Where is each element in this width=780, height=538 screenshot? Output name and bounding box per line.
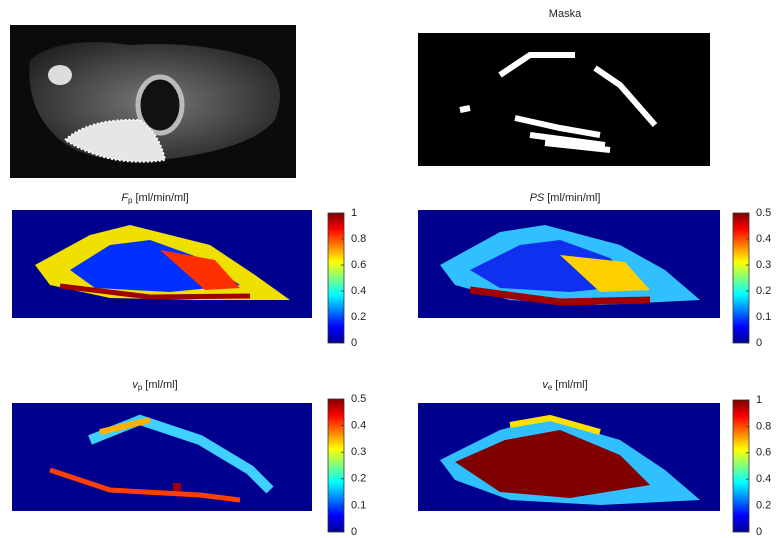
panel-title: PS[ml/min/ml] xyxy=(530,192,601,204)
colorbar-tick-label: 0 xyxy=(351,337,357,349)
colorbar-tick-label: 0.5 xyxy=(756,207,771,219)
colorbar xyxy=(328,213,344,343)
colorbar-tick-label: 0.5 xyxy=(351,393,366,405)
colorbar-tick-label: 0.3 xyxy=(351,446,366,458)
panel-title: vp[ml/ml] xyxy=(132,379,177,392)
colorbar-tick-label: 0.3 xyxy=(756,259,771,271)
colorbar-tick-label: 0.6 xyxy=(756,447,771,459)
mri-image xyxy=(10,25,296,178)
colorbar-tick-label: 0.2 xyxy=(351,311,366,323)
colorbar-tick-label: 0.1 xyxy=(351,499,366,511)
heatmap-ps xyxy=(418,210,720,318)
heatmap-vp xyxy=(12,403,312,511)
panel-title: Fp[ml/min/ml] xyxy=(121,192,188,205)
colorbar-tick-label: 0.4 xyxy=(756,473,771,485)
colorbar-tick-label: 1 xyxy=(351,207,357,219)
colorbar xyxy=(733,400,749,532)
colorbar-tick-label: 0.8 xyxy=(351,233,366,245)
colorbar-tick-label: 0.8 xyxy=(756,420,771,432)
colorbar-tick-label: 0.6 xyxy=(351,259,366,271)
colorbar-tick-label: 0.4 xyxy=(351,420,366,432)
mask-image xyxy=(418,33,710,166)
heatmap-fp xyxy=(12,210,312,318)
heatmap-ve xyxy=(418,403,720,511)
panel-title: Maska xyxy=(549,8,582,20)
colorbar-tick-label: 0 xyxy=(351,526,357,538)
colorbar xyxy=(733,213,749,343)
colorbar-tick-label: 0.2 xyxy=(756,285,771,297)
colorbar-tick-label: 0.1 xyxy=(756,311,771,323)
colorbar-tick-label: 1 xyxy=(756,394,762,406)
colorbar-tick-label: 0 xyxy=(756,526,762,538)
colorbar-tick-label: 0.4 xyxy=(756,233,771,245)
colorbar xyxy=(328,399,344,532)
colorbar-tick-label: 0.2 xyxy=(756,500,771,512)
colorbar-tick-label: 0.4 xyxy=(351,285,366,297)
colorbar-tick-label: 0 xyxy=(756,337,762,349)
panel-title: ve[ml/ml] xyxy=(542,379,587,392)
figure: Maska Fp[ml/min/ml] PS[ml/min/ml] vp[ml/… xyxy=(0,0,780,538)
colorbar-tick-label: 0.2 xyxy=(351,473,366,485)
